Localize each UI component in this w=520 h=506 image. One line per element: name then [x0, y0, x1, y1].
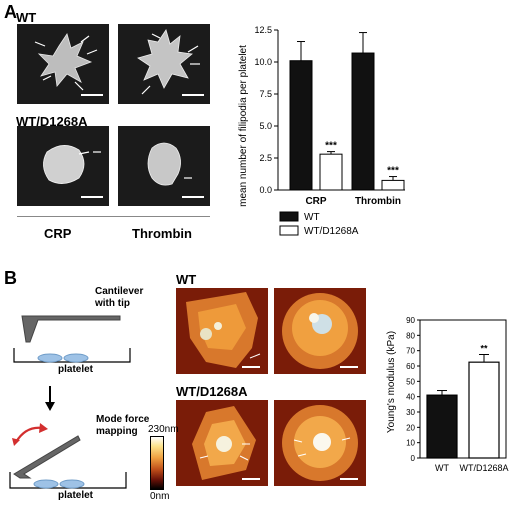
afm-image-mut-1	[176, 400, 268, 486]
bar	[319, 153, 343, 191]
y-tick-label: 30	[406, 408, 415, 417]
afm-image-mut-2	[274, 400, 366, 486]
bar	[468, 361, 500, 459]
x-tick-label: WT	[435, 463, 449, 473]
platelet-label-bottom: platelet	[58, 490, 94, 501]
y-tick-label: 5.0	[259, 121, 272, 131]
height-colorbar	[150, 436, 164, 490]
platelet-label-top: platelet	[58, 364, 94, 375]
significance-label: ***	[325, 141, 337, 152]
panel-a-wt-label: WT	[16, 10, 37, 25]
y-tick-label: 2.5	[259, 153, 272, 163]
plot-frame	[419, 319, 507, 459]
panel-a-letter: A	[4, 2, 17, 22]
afm-image-wt-2	[274, 288, 366, 374]
y-tick-label: 70	[406, 347, 415, 356]
arrow-down-icon	[45, 386, 55, 411]
scale-bar	[182, 94, 204, 96]
panel-b-mut-label: WT/D1268A	[176, 384, 248, 399]
bar	[289, 60, 313, 191]
scale-bar	[242, 366, 260, 368]
legend-swatch	[279, 225, 299, 236]
panel-a-mut-label: WT/D1268A	[16, 114, 88, 129]
filopodia-bar-chart: mean number of filipodia per platelet 0.…	[238, 25, 405, 237]
sem-image-mut-thrombin	[118, 126, 210, 206]
sem-image-wt-crp	[17, 24, 109, 104]
scale-bar	[340, 478, 358, 480]
scale-bar	[81, 196, 103, 198]
y-tick-label: 7.5	[259, 89, 272, 99]
scale-bar	[182, 196, 204, 198]
bar	[381, 179, 405, 191]
y-tick-label: 20	[406, 423, 415, 432]
sem-image-mut-crp	[17, 126, 109, 206]
y-tick-label: 0	[411, 454, 416, 463]
y-tick-label: 90	[406, 316, 415, 325]
bar	[426, 394, 458, 459]
significance-label: **	[480, 344, 488, 354]
force-mapping-diagram	[9, 423, 127, 489]
y-tick-label: 12.5	[254, 25, 272, 35]
y-tick-label: 10	[406, 439, 415, 448]
y-tick-label: 40	[406, 393, 415, 402]
colorbar-max-label: 230nm	[148, 424, 179, 435]
x-tick-label: Thrombin	[355, 196, 401, 207]
x-tick-label: CRP	[305, 196, 326, 207]
cantilever-diagram	[13, 315, 131, 363]
y-tick-label: 60	[406, 362, 415, 371]
panel-b-wt-label: WT	[176, 272, 197, 287]
scale-bar	[242, 478, 260, 480]
sem-image-wt-thrombin	[118, 24, 210, 104]
col-label-thrombin: Thrombin	[132, 226, 192, 241]
mode-force-label: Mode force mapping	[96, 414, 150, 437]
panel-b-letter: B	[4, 268, 17, 288]
col-label-crp: CRP	[44, 226, 72, 241]
y-tick-label: 10.0	[254, 57, 272, 67]
youngs-modulus-bar-chart: Young's modulus (kPa) 0 10 20 30 40 50 60 70 80 9…	[386, 316, 509, 473]
legend-swatch	[279, 211, 299, 222]
y-tick-label: 50	[406, 377, 415, 386]
colorbar-min-label: 0nm	[150, 491, 170, 502]
legend-label: WT/D1268A	[304, 226, 359, 237]
legend-label: WT	[304, 212, 320, 223]
significance-label: ***	[387, 166, 399, 177]
y-axis-label: mean number of filipodia per platelet	[238, 45, 249, 207]
cantilever-label: Cantilever with tip	[95, 286, 144, 309]
y-axis-label: Young's modulus (kPa)	[386, 331, 397, 433]
bar	[351, 52, 375, 191]
x-tick-label: WT/D1268A	[459, 463, 508, 473]
scale-bar	[340, 366, 358, 368]
divider-line	[17, 216, 210, 217]
y-tick-label: 80	[406, 331, 415, 340]
afm-image-wt-1	[176, 288, 268, 374]
scale-bar	[81, 94, 103, 96]
y-tick-label: 0.0	[259, 185, 272, 195]
